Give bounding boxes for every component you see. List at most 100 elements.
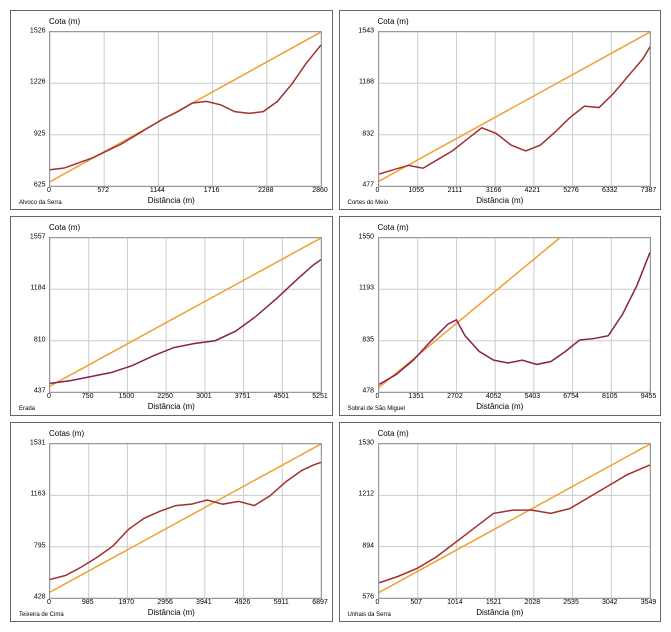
plot-area [378, 31, 651, 187]
x-axis-label: Distância (m) [148, 402, 195, 411]
x-tick-label: 5403 [525, 393, 541, 400]
x-tick-label: 2028 [525, 599, 541, 606]
chart-grid: Cota (m) Distância (m) Alvoco da Serra 0 572… [10, 10, 661, 622]
x-tick-label: 1716 [204, 187, 220, 194]
data-series [50, 462, 321, 579]
trend-line [379, 238, 560, 387]
panel-2: Cota (m)Distância (m)Cortes do Meio01055… [339, 10, 662, 210]
x-tick-label: 9455 [641, 393, 657, 400]
chart-subtitle: Unhais da Serra [348, 612, 391, 618]
y-tick-label: 1212 [358, 491, 374, 498]
x-tick-label: 3001 [196, 393, 212, 400]
plot-area [378, 443, 651, 599]
chart-subtitle: Sobral de São Miguel [348, 406, 405, 412]
x-tick-label: 4052 [486, 393, 502, 400]
y-tick-label: 894 [362, 542, 374, 549]
data-series [50, 45, 321, 170]
x-tick-label: 1970 [119, 599, 135, 606]
y-tick-label: 477 [362, 182, 374, 189]
chart-subtitle: Teixeira de Cima [19, 612, 64, 618]
x-axis-label: Distância (m) [476, 196, 523, 205]
y-tick-label: 835 [362, 336, 374, 343]
y-axis-label: Cotas (m) [49, 429, 84, 438]
y-tick-label: 1531 [30, 440, 46, 447]
panel-6: Cota (m)Distância (m)Unhais da Serra0507… [339, 422, 662, 622]
data-series [379, 465, 650, 583]
x-tick-label: 5276 [563, 187, 579, 194]
plot-area [49, 237, 322, 393]
x-axis-label: Distância (m) [476, 608, 523, 617]
plot-area [49, 443, 322, 599]
x-tick-label: 4926 [235, 599, 251, 606]
x-tick-label: 0 [47, 393, 51, 400]
x-tick-label: 1055 [408, 187, 424, 194]
panel-1: Cota (m) Distância (m) Alvoco da Serra 0 572… [10, 10, 333, 210]
y-tick-label: 1193 [359, 285, 374, 292]
x-tick-label: 1500 [119, 393, 135, 400]
plot-area [378, 237, 651, 393]
y-axis-label: Cota (m) [49, 17, 80, 26]
trend-line [50, 444, 321, 592]
y-tick-label: 1557 [30, 234, 46, 241]
panel-3: Cota (m) Distância (m) Erada 0 750 1500 2250 30… [10, 216, 333, 416]
chart-subtitle: Erada [19, 406, 35, 412]
x-tick-label: 5911 [274, 599, 289, 606]
panel-4: Cota (m) Distância (m) Sobral de São Migue… [339, 216, 662, 416]
y-tick-label: 1188 [359, 79, 374, 86]
x-tick-label: 6754 [563, 393, 579, 400]
trend-line [379, 32, 650, 181]
x-tick-label: 7387 [641, 187, 657, 194]
y-tick-label: 428 [34, 594, 46, 601]
x-tick-label: 3042 [602, 599, 618, 606]
chart-subtitle: Cortes do Meio [348, 200, 389, 206]
trend-line [379, 444, 650, 593]
panel-5: Cotas (m) Distância (m) Teixeira de Cima 0 9… [10, 422, 333, 622]
y-tick-label: 810 [34, 336, 46, 343]
y-tick-label: 1226 [30, 79, 46, 86]
x-tick-label: 3166 [486, 187, 502, 194]
x-tick-label: 8105 [602, 393, 618, 400]
x-tick-label: 0 [47, 599, 51, 606]
x-axis-label: Distância (m) [148, 608, 195, 617]
x-tick-label: 985 [82, 599, 94, 606]
x-axis-label: Distância (m) [476, 402, 523, 411]
x-tick-label: 2535 [563, 599, 579, 606]
y-tick-label: 1184 [30, 285, 45, 292]
trend-line [50, 238, 321, 386]
x-tick-label: 3941 [196, 599, 212, 606]
x-tick-label: 2250 [157, 393, 173, 400]
data-series [50, 260, 321, 384]
x-tick-label: 572 [97, 187, 109, 194]
data-series [379, 252, 650, 384]
x-tick-label: 6897 [312, 599, 328, 606]
y-tick-label: 795 [34, 542, 46, 549]
y-tick-label: 1526 [30, 28, 46, 35]
x-tick-label: 6332 [602, 187, 618, 194]
x-tick-label: 2956 [157, 599, 173, 606]
y-tick-label: 576 [362, 594, 374, 601]
x-tick-label: 0 [376, 393, 380, 400]
y-tick-label: 625 [34, 182, 46, 189]
y-tick-label: 478 [362, 388, 374, 395]
y-axis-label: Cota (m) [49, 223, 80, 232]
x-tick-label: 2288 [258, 187, 274, 194]
y-axis-label: Cota (m) [378, 223, 409, 232]
y-tick-label: 437 [34, 388, 46, 395]
y-tick-label: 1543 [358, 28, 374, 35]
x-tick-label: 2860 [312, 187, 328, 194]
chart-subtitle: Alvoco da Serra [19, 200, 62, 206]
x-tick-label: 750 [82, 393, 94, 400]
x-tick-label: 1351 [408, 393, 424, 400]
x-tick-label: 1144 [150, 187, 165, 194]
plot-area [49, 31, 322, 187]
x-tick-label: 1014 [447, 599, 463, 606]
x-tick-label: 4501 [273, 393, 289, 400]
x-tick-label: 2111 [448, 187, 463, 194]
data-series [379, 47, 650, 174]
x-tick-label: 0 [47, 187, 51, 194]
y-tick-label: 1163 [30, 491, 45, 498]
y-tick-label: 1550 [358, 234, 374, 241]
y-axis-label: Cota (m) [378, 17, 409, 26]
x-tick-label: 1521 [486, 599, 502, 606]
x-axis-label: Distância (m) [148, 196, 195, 205]
